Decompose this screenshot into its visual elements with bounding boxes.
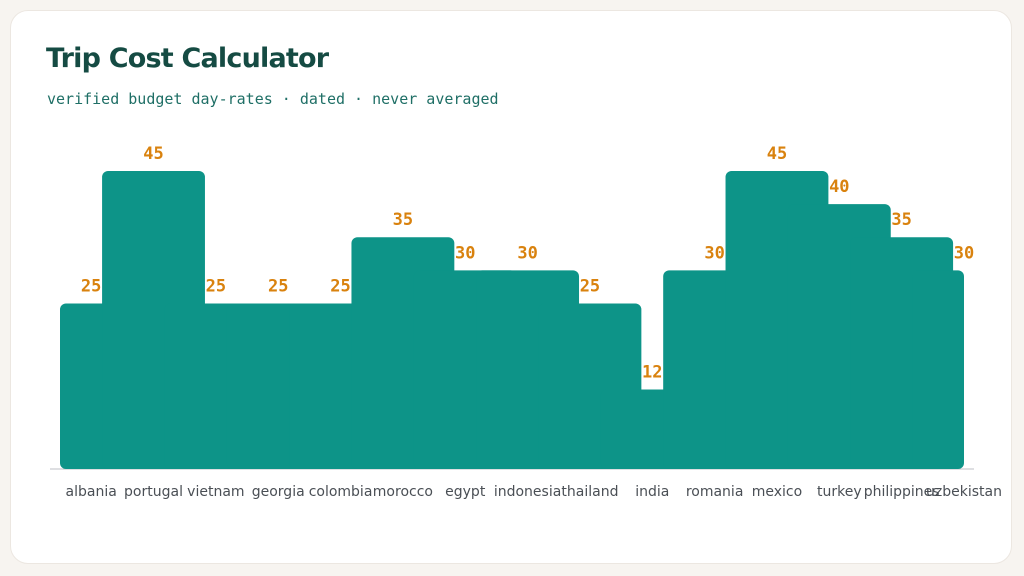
x-tick-label-vietnam: vietnam xyxy=(187,484,244,500)
data-label-egypt: 30 xyxy=(455,243,475,263)
x-tick-label-georgia: georgia xyxy=(252,484,305,500)
x-tick-label-morocco: morocco xyxy=(373,484,433,500)
data-label-romania: 30 xyxy=(704,243,724,263)
data-label-philippines: 35 xyxy=(891,210,911,230)
x-tick-label-mexico: mexico xyxy=(752,484,802,500)
x-tick-label-indonesia: indonesia xyxy=(494,484,561,500)
x-tick-label-colombia: colombia xyxy=(309,484,373,500)
x-tick-label-egypt: egypt xyxy=(445,484,486,500)
x-tick-label-philippines: philippines xyxy=(864,484,940,500)
data-label-morocco: 35 xyxy=(393,210,413,230)
bar-uzbekistan xyxy=(912,270,964,469)
x-tick-label-turkey: turkey xyxy=(817,484,862,500)
data-label-thailand: 25 xyxy=(580,276,600,296)
data-label-indonesia: 30 xyxy=(517,243,537,263)
page-title: Trip Cost Calculator xyxy=(46,43,329,74)
data-label-albania: 25 xyxy=(81,276,101,296)
x-tick-label-india: india xyxy=(635,484,669,500)
page-subtitle: verified budget day-rates · dated · neve… xyxy=(47,90,499,108)
x-tick-label-thailand: thailand xyxy=(561,484,618,500)
data-label-portugal: 45 xyxy=(143,144,163,164)
data-label-colombia: 25 xyxy=(330,276,350,296)
x-tick-label-romania: romania xyxy=(686,484,744,500)
data-label-india: 12 xyxy=(642,363,662,383)
data-label-mexico: 45 xyxy=(767,144,787,164)
data-label-vietnam: 25 xyxy=(206,276,226,296)
x-tick-label-albania: albania xyxy=(66,484,117,500)
data-label-turkey: 40 xyxy=(829,177,849,197)
data-label-georgia: 25 xyxy=(268,276,288,296)
data-label-uzbekistan: 30 xyxy=(954,243,974,263)
x-tick-label-uzbekistan: uzbekistan xyxy=(926,484,1002,500)
x-tick-label-portugal: portugal xyxy=(124,484,183,500)
